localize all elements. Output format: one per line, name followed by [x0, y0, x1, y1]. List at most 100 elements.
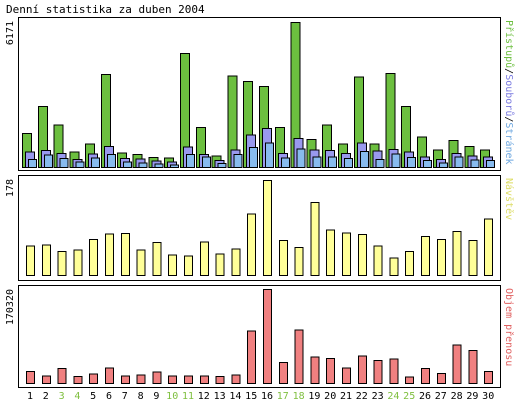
volume-bar-day-9	[152, 371, 162, 385]
pages-bar-day-1	[28, 158, 37, 168]
x-tick-label-day-21: 21	[340, 391, 352, 402]
pages-bar-day-7	[122, 161, 132, 168]
visits-bar-day-1	[26, 245, 35, 277]
pages-bar-day-12	[201, 156, 211, 168]
legend-hits: Přístupů	[503, 20, 515, 68]
volume-bar-day-16	[263, 289, 272, 384]
volume-bar-day-22	[357, 355, 367, 384]
pages-bar-day-11	[186, 153, 195, 168]
volume-bar-day-26	[421, 368, 430, 384]
pages-bar-day-16	[265, 142, 274, 168]
visits-bar-day-27	[436, 239, 446, 277]
visits-bar-day-7	[120, 232, 130, 277]
visits-bar-day-2	[41, 244, 51, 277]
volume-bar-day-24	[389, 358, 399, 385]
x-tick-label-day-10: 10	[166, 391, 178, 402]
volume-bar-day-3	[57, 368, 67, 384]
pages-bar-day-8	[138, 162, 148, 168]
x-tick-label-day-19: 19	[308, 391, 320, 402]
pages-bar-day-25	[407, 157, 417, 168]
x-tick-label-day-14: 14	[229, 391, 241, 402]
legend-volume: Objem přenosu	[503, 288, 515, 366]
pages-bar-day-17	[280, 157, 290, 168]
x-tick-label-day-2: 2	[43, 391, 49, 402]
hits-panel-legend: Přístupů/Souborů/Stránek	[503, 20, 515, 165]
visits-panel-ymax-label: 178	[5, 179, 16, 197]
volume-bar-day-30	[484, 370, 494, 385]
visits-bar-day-29	[468, 239, 478, 277]
visits-bar-day-18	[294, 247, 304, 277]
visits-bar-day-22	[357, 233, 367, 276]
x-tick-label-day-29: 29	[466, 391, 478, 402]
x-tick-label-day-18: 18	[293, 391, 305, 402]
legend-pages: Stránek	[503, 122, 515, 164]
visits-bar-day-25	[405, 250, 415, 276]
volume-bar-day-19	[310, 356, 320, 385]
pages-bar-day-2	[43, 154, 53, 168]
visits-bar-day-6	[105, 233, 114, 277]
visits-bar-day-28	[452, 231, 462, 277]
pages-bar-day-26	[423, 159, 432, 168]
visits-bar-day-5	[89, 239, 99, 277]
volume-bar-day-13	[215, 375, 225, 384]
pages-bar-day-14	[233, 153, 243, 168]
visits-bar-day-16	[263, 180, 272, 276]
pages-bar-day-5	[91, 157, 101, 168]
x-tick-label-day-11: 11	[182, 391, 194, 402]
x-tick-label-day-13: 13	[214, 391, 226, 402]
x-tick-label-day-26: 26	[419, 391, 431, 402]
legend-visits: Návštěv	[503, 178, 515, 220]
pages-bar-day-27	[438, 162, 448, 168]
x-tick-label-day-9: 9	[153, 391, 159, 402]
x-tick-label-day-15: 15	[245, 391, 257, 402]
pages-bar-day-22	[359, 151, 369, 168]
volume-panel-frame	[18, 285, 501, 388]
volume-bar-day-5	[89, 373, 99, 385]
volume-bar-day-29	[468, 349, 478, 385]
pages-bar-day-6	[107, 153, 116, 168]
pages-bar-day-4	[75, 161, 85, 168]
pages-bar-day-3	[59, 158, 69, 168]
volume-panel-ymax-label: 170320	[5, 289, 16, 325]
visits-bar-day-10	[168, 254, 178, 276]
x-tick-label-day-22: 22	[356, 391, 368, 402]
volume-bar-day-1	[26, 370, 35, 385]
x-tick-label-day-24: 24	[387, 391, 399, 402]
x-tick-label-day-1: 1	[27, 391, 33, 402]
x-tick-label-day-16: 16	[261, 391, 273, 402]
volume-bar-day-8	[136, 374, 146, 385]
volume-bar-day-27	[436, 373, 446, 385]
volume-bar-day-18	[294, 329, 304, 385]
volume-bar-day-6	[105, 367, 114, 384]
volume-bar-day-20	[326, 358, 336, 385]
volume-bar-day-17	[278, 362, 288, 384]
volume-bar-day-10	[168, 375, 178, 385]
pages-bar-day-9	[154, 163, 164, 168]
pages-bar-day-18	[296, 148, 306, 168]
visits-bar-day-15	[247, 213, 257, 276]
x-tick-label-day-5: 5	[90, 391, 96, 402]
visits-bar-day-8	[136, 249, 146, 276]
visits-bar-day-13	[215, 253, 225, 277]
x-tick-label-day-23: 23	[372, 391, 384, 402]
x-tick-label-day-8: 8	[138, 391, 144, 402]
x-tick-label-day-12: 12	[198, 391, 210, 402]
volume-bar-day-4	[73, 375, 83, 384]
volume-bar-day-7	[120, 375, 130, 385]
chart-title: Denní statistika za duben 2004	[6, 3, 205, 16]
x-tick-label-day-6: 6	[106, 391, 112, 402]
visits-bar-day-26	[421, 236, 430, 276]
visits-bar-day-21	[342, 232, 351, 277]
pages-bar-day-23	[375, 159, 385, 168]
volume-bar-day-23	[373, 359, 383, 384]
volume-panel-legend: Objem přenosu	[503, 288, 515, 366]
pages-bar-day-15	[249, 147, 259, 168]
visits-bar-day-17	[278, 239, 288, 277]
legend-separator: /	[503, 68, 514, 74]
visits-bar-day-19	[310, 201, 320, 276]
volume-bar-day-15	[247, 330, 257, 384]
x-tick-label-day-25: 25	[403, 391, 415, 402]
visits-bar-day-9	[152, 241, 162, 276]
volume-bar-day-21	[342, 367, 351, 384]
